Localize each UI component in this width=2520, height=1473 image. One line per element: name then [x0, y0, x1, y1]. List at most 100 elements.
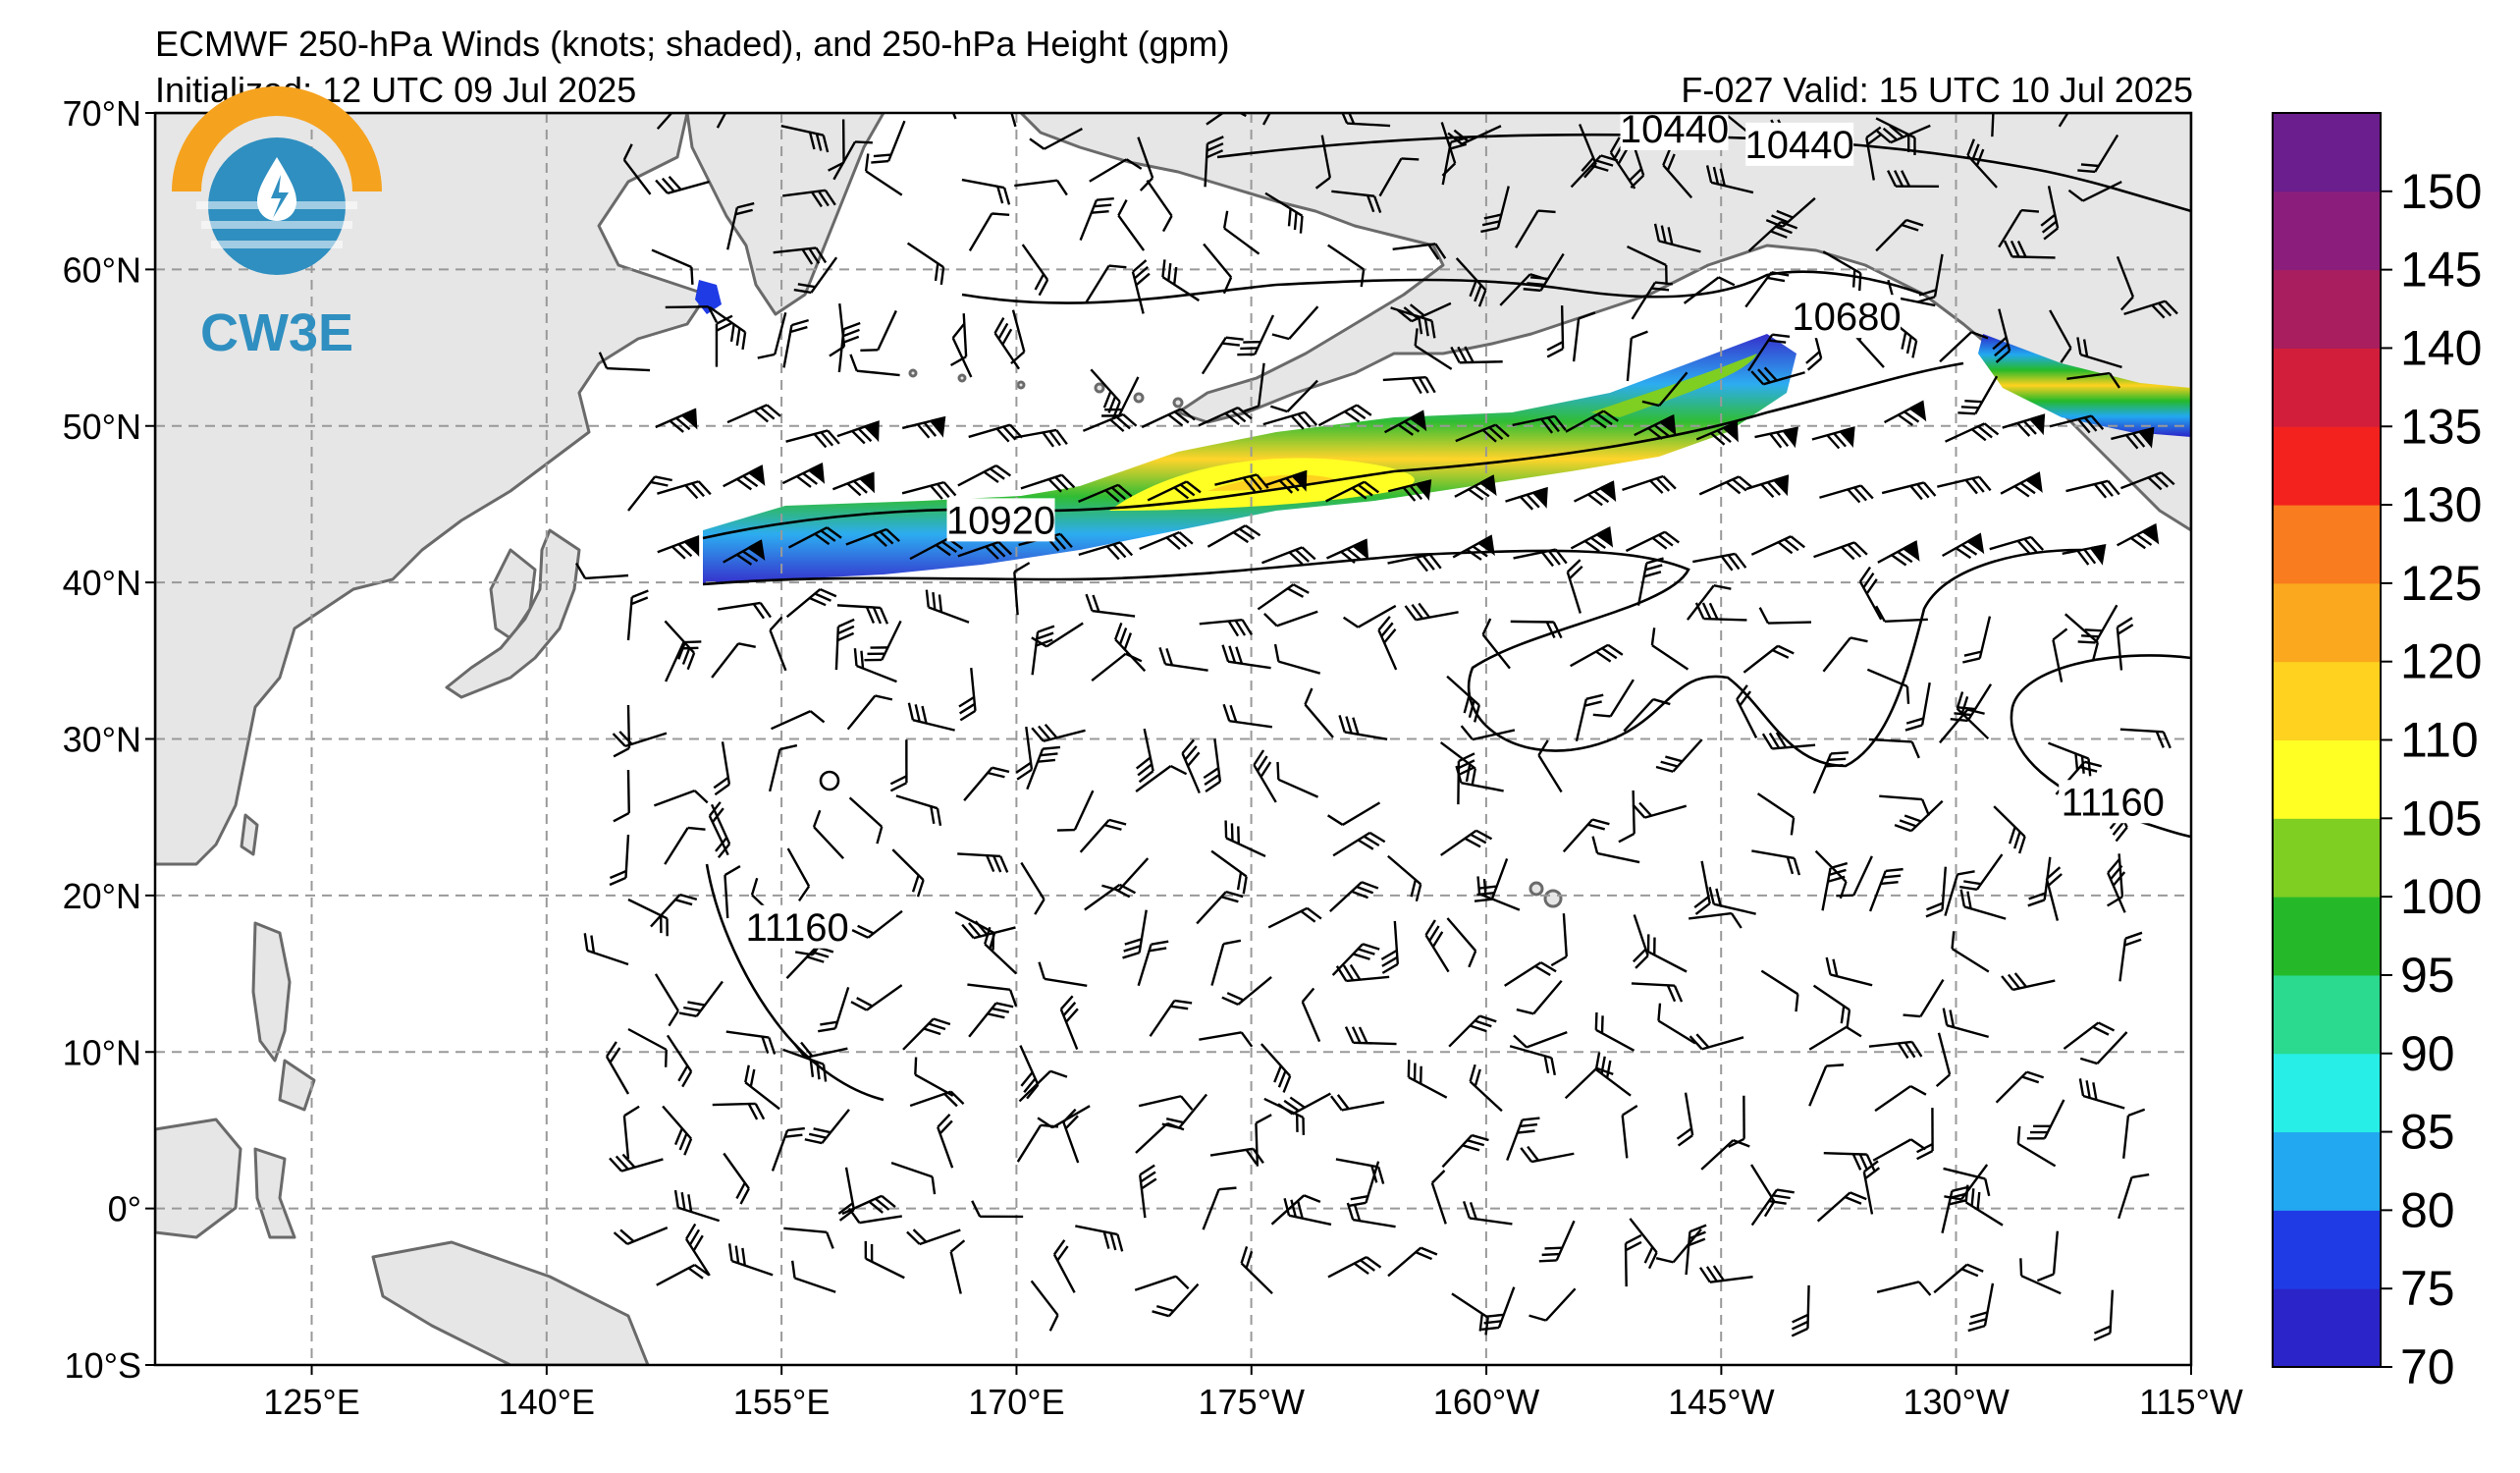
wind-barb	[1457, 752, 1475, 805]
colorbar-swatch	[2273, 974, 2381, 1055]
wind-barb	[1623, 697, 1671, 733]
wind-barb	[1887, 170, 1940, 189]
wind-barb	[1206, 113, 1253, 126]
contour-label-bg	[946, 498, 1055, 542]
wind-barb	[1114, 622, 1147, 673]
wind-barb	[650, 893, 698, 928]
wind-barb	[1441, 1133, 1489, 1169]
wind-barb	[781, 462, 826, 488]
colorbar-swatch	[2273, 505, 2381, 584]
wind-barb	[656, 113, 687, 131]
wind-barb	[1015, 726, 1034, 781]
wind-barb	[1452, 534, 1495, 561]
wind-barb	[1941, 1185, 1970, 1233]
chart-title: ECMWF 250-hPa Winds (knots; shaded), and…	[155, 24, 1230, 64]
wind-barb	[1650, 627, 1689, 671]
wind-barb	[1161, 259, 1200, 302]
wind-barb	[1750, 1164, 1776, 1218]
wind-barb	[1513, 1031, 1568, 1049]
wind-barb	[1261, 546, 1316, 566]
wind-barb	[853, 648, 897, 683]
wind-barb	[1765, 196, 1816, 228]
wind-barb	[925, 589, 970, 624]
wind-barb	[1203, 243, 1233, 295]
wind-barb	[1210, 939, 1242, 986]
wind-barb	[1448, 1014, 1497, 1048]
wind-barb	[1865, 126, 1883, 181]
wind-barb	[1512, 414, 1567, 434]
wind-barb	[1591, 836, 1640, 864]
wind-barb	[957, 464, 1012, 487]
wind-barb	[1455, 765, 1504, 792]
contour-labels: 10440 10440 10680 10920 11160 11160	[743, 113, 2168, 950]
wind-barb	[1995, 1070, 2045, 1104]
wind-barb	[909, 1090, 965, 1108]
lat-tick-label: 60°N	[63, 249, 141, 290]
wind-barb	[1301, 987, 1321, 1043]
wind-barb	[1079, 818, 1127, 853]
wind-barb	[1013, 428, 1068, 448]
wind-barb	[2058, 113, 2084, 128]
wind-barb	[1708, 887, 1756, 915]
lat-tick-label: 70°N	[63, 93, 141, 134]
wind-barb	[1304, 687, 1334, 738]
wind-barb	[1332, 831, 1386, 857]
colorbar-swatch	[2273, 426, 2381, 506]
wind-barb	[2077, 134, 2119, 174]
wind-barb	[723, 539, 766, 566]
wind-barb	[665, 640, 702, 682]
wind-barb	[656, 1263, 710, 1286]
wind-barb	[1657, 1003, 1696, 1045]
wind-barb	[1196, 890, 1244, 925]
wind-barb	[678, 980, 724, 1017]
wind-barb	[901, 415, 946, 439]
colorbar-tick-label: 135	[2400, 399, 2482, 454]
wind-barb	[1264, 191, 1304, 234]
wind-barb	[726, 201, 755, 250]
wind-barb	[1346, 1202, 1396, 1228]
contour-label: 10680	[1792, 296, 1901, 339]
wind-barb	[1884, 400, 1927, 426]
wind-barb	[1962, 616, 1992, 664]
wind-barb	[1728, 1095, 1745, 1148]
wind-speed-colorbar: 70 75 80 85 90 95 100 105 110 120 125 130 135 140 145 1…	[2272, 112, 2482, 1394]
wind-barb	[1594, 1011, 1635, 1052]
land-masses	[155, 113, 2191, 1365]
wind-barb	[1135, 728, 1154, 784]
wind-barb	[906, 242, 945, 286]
wind-barb	[769, 616, 787, 672]
wind-barb	[782, 318, 809, 368]
wind-barb	[727, 1243, 774, 1277]
wind-barb	[1134, 1275, 1190, 1291]
wind-barb	[1382, 376, 1436, 395]
wind-barb	[613, 704, 631, 758]
lon-tick-label: 115°W	[2139, 1382, 2243, 1422]
wind-barb	[1029, 127, 1083, 150]
wind-barb	[891, 848, 925, 898]
wind-barb	[1631, 982, 1684, 1003]
wind-barb	[1758, 607, 1812, 625]
wind-barb	[1872, 1138, 1927, 1162]
wind-barb	[2067, 181, 2122, 202]
wind-barb	[1866, 668, 1910, 704]
wind-barb	[1550, 913, 1568, 967]
wind-barb	[1745, 474, 1790, 498]
wind-barb	[717, 601, 772, 620]
wind-barb	[2064, 613, 2100, 660]
contour-label: 11160	[2062, 781, 2165, 824]
wind-barb	[1146, 180, 1173, 233]
wind-barb	[836, 420, 880, 445]
wind-barb	[622, 1105, 640, 1160]
wind-barb	[1283, 1198, 1332, 1227]
cw3e-logo: CW3E	[172, 86, 382, 362]
wind-barb	[1451, 1292, 1489, 1336]
wind-barb	[768, 743, 798, 792]
wind-barb	[1520, 1145, 1575, 1164]
wind-barb	[2052, 627, 2068, 682]
lon-tick-label: 175°W	[1199, 1382, 1305, 1422]
lon-tick-label: 140°E	[499, 1382, 595, 1422]
wind-barb	[1260, 1043, 1292, 1093]
wind-barb	[1566, 559, 1583, 614]
wind-barb	[1135, 1121, 1185, 1154]
wind-barb	[793, 1041, 848, 1060]
